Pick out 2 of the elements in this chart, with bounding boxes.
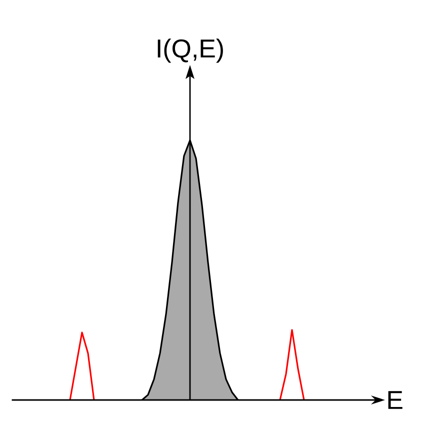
y-axis-title: I(Q,E) [158, 38, 223, 63]
x-axis-title: E [388, 391, 402, 409]
